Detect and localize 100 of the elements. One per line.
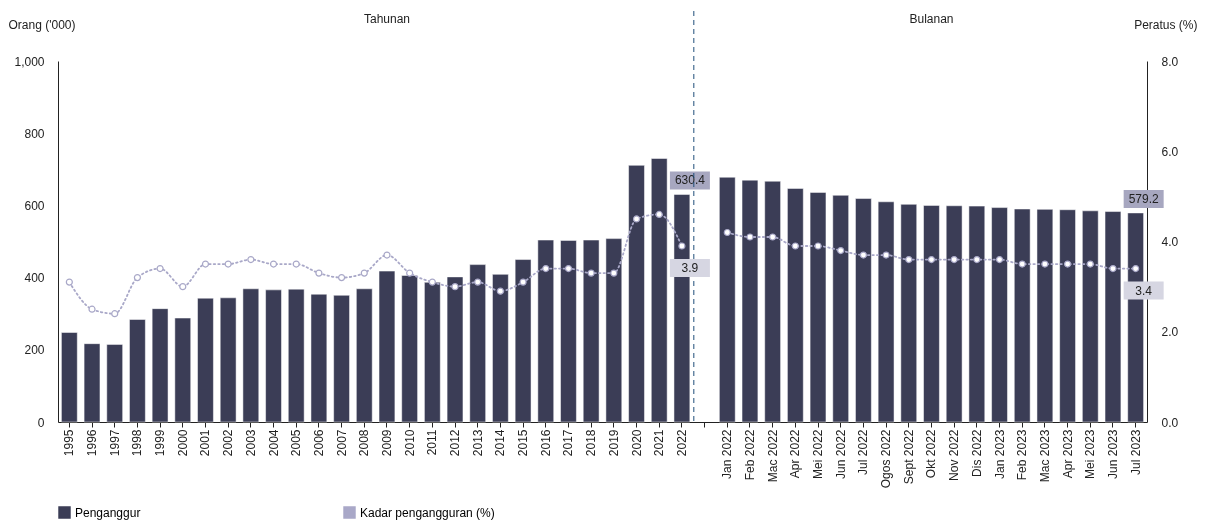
point xyxy=(678,242,686,250)
x-tick-label: 1999 xyxy=(153,429,168,457)
point xyxy=(337,274,346,282)
point xyxy=(65,278,73,286)
y-tick-label: 800 xyxy=(24,126,45,141)
point xyxy=(292,260,300,268)
y-axis-title: Orang ('000) xyxy=(8,17,76,32)
bar xyxy=(719,176,736,423)
legend-label: Penganggur xyxy=(75,505,141,520)
x-tick-label: 2000 xyxy=(175,429,190,457)
bar xyxy=(333,295,350,423)
bar xyxy=(83,343,101,423)
x-tick-label: 2002 xyxy=(221,429,236,457)
point xyxy=(269,260,278,268)
bar xyxy=(923,205,940,423)
x-tick-label: 2020 xyxy=(629,429,644,457)
bar xyxy=(651,158,668,423)
x-tick-label: Mac 2022 xyxy=(765,429,780,483)
bar xyxy=(900,204,917,423)
bar xyxy=(787,188,804,423)
bar xyxy=(628,165,645,423)
point xyxy=(247,255,255,264)
x-tick-label: Mac 2023 xyxy=(1037,429,1052,483)
point xyxy=(360,269,368,277)
bar xyxy=(809,192,827,423)
x-tick-label: 1997 xyxy=(107,429,122,457)
x-tick-label: 2001 xyxy=(198,429,213,457)
x-tick-label: Ogos 2022 xyxy=(879,429,894,489)
bar xyxy=(605,238,623,423)
y-tick-label: 400 xyxy=(24,271,45,286)
x-tick-label: 2011 xyxy=(425,429,440,456)
bar xyxy=(1104,211,1122,423)
bar xyxy=(1082,210,1099,423)
x-tick-label: 1998 xyxy=(130,429,145,457)
bar xyxy=(537,239,554,423)
x-tick-label: 2010 xyxy=(402,429,417,457)
point xyxy=(655,210,663,219)
bar xyxy=(265,289,282,423)
point xyxy=(406,269,414,277)
y2-tick-label: 0.0 xyxy=(1161,415,1179,430)
bar xyxy=(310,293,328,423)
x-tick-label: 1995 xyxy=(62,429,77,457)
x-tick-label: Nov 2022 xyxy=(947,429,962,481)
point xyxy=(383,251,391,259)
point xyxy=(587,269,595,277)
bar xyxy=(877,201,895,423)
bar xyxy=(174,317,191,423)
bar xyxy=(764,180,781,423)
x-tick-label: Mei 2022 xyxy=(811,429,826,479)
point xyxy=(315,269,323,277)
y-tick-label: 200 xyxy=(24,343,45,358)
x-tick-label: 2019 xyxy=(606,429,621,457)
point xyxy=(610,269,618,277)
bar xyxy=(129,319,146,423)
bar xyxy=(560,240,577,423)
y-tick-label: 1,000 xyxy=(14,54,45,69)
y-tick-label: 0 xyxy=(37,415,45,430)
bar xyxy=(356,288,373,423)
x-tick-label: 2004 xyxy=(266,429,281,457)
data-label: 579.2 xyxy=(1128,191,1159,206)
data-label: 3.4 xyxy=(1135,283,1153,298)
bar xyxy=(378,270,396,423)
bar xyxy=(1014,208,1031,423)
point xyxy=(88,305,96,313)
x-tick-label: Apr 2023 xyxy=(1060,429,1075,479)
y2-tick-label: 8.0 xyxy=(1161,54,1179,69)
x-tick-label: Feb 2022 xyxy=(742,429,757,481)
text: Bulanan xyxy=(909,12,954,26)
bar xyxy=(832,195,849,423)
x-tick-label: 2014 xyxy=(493,429,508,457)
point xyxy=(542,264,550,273)
point xyxy=(496,287,505,295)
bar xyxy=(106,344,123,423)
point xyxy=(179,283,187,291)
x-tick-label: Okt 2022 xyxy=(924,429,939,479)
bar xyxy=(1036,209,1054,423)
bar xyxy=(288,288,305,423)
bar xyxy=(492,274,509,423)
x-tick-label: 2007 xyxy=(334,429,349,457)
bar xyxy=(219,297,237,423)
bar xyxy=(151,308,169,423)
legend-label: Kadar pengangguran (%) xyxy=(360,505,495,520)
bar xyxy=(61,332,78,423)
point xyxy=(632,215,641,223)
bar xyxy=(469,264,486,423)
y2-tick-label: 6.0 xyxy=(1161,144,1179,159)
bar xyxy=(991,207,1008,423)
x-tick-label: 2003 xyxy=(243,429,258,457)
y-tick-label: 600 xyxy=(24,198,45,213)
bar xyxy=(514,259,532,423)
x-tick-label: Apr 2022 xyxy=(788,429,803,479)
y2-axis-title: Peratus (%) xyxy=(1134,17,1198,32)
point xyxy=(224,260,232,268)
point xyxy=(451,283,459,291)
x-tick-label: 2022 xyxy=(674,429,689,457)
x-tick-label: Mei 2023 xyxy=(1083,429,1098,479)
y2-tick-label: 4.0 xyxy=(1161,235,1179,249)
bar xyxy=(855,198,872,423)
x-tick-label: 2005 xyxy=(289,429,304,457)
x-tick-label: 2006 xyxy=(311,429,326,457)
